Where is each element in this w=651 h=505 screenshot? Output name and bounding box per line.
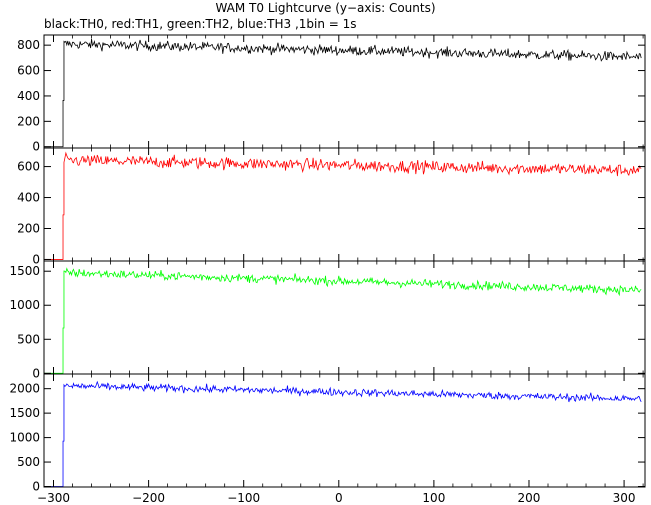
- lightcurve-th3-series-line: [44, 380, 642, 487]
- y-tick-label-th3-2000: 2000: [9, 382, 40, 396]
- y-tick-label-th2-1500: 1500: [9, 264, 40, 278]
- y-tick-label-th3-0: 0: [32, 480, 40, 494]
- lightcurve-th0-series-line: [44, 38, 642, 148]
- y-tick-label-th1-0: 0: [32, 252, 40, 266]
- y-tick-label-th1-600: 600: [17, 160, 40, 174]
- x-tick-label-200: 200: [518, 491, 541, 505]
- y-tick-label-th2-0: 0: [32, 366, 40, 380]
- x-tick-label-300: 300: [613, 491, 636, 505]
- lightcurve-th1-series-line: [44, 151, 642, 260]
- y-tick-label-th0-800: 800: [17, 38, 40, 52]
- x-tick-label--300: −300: [37, 491, 70, 505]
- panel-frame-th3: [43, 373, 646, 488]
- panel-frame-th1: [43, 147, 646, 262]
- chart-title: WAM T0 Lightcurve (y−axis: Counts): [215, 1, 436, 15]
- lightcurve-th2-series-line: [44, 267, 642, 374]
- y-tick-label-th2-500: 500: [17, 332, 40, 346]
- y-tick-label-th3-1500: 1500: [9, 406, 40, 420]
- y-tick-label-th0-400: 400: [17, 89, 40, 103]
- y-tick-label-th0-200: 200: [17, 114, 40, 128]
- y-tick-label-th0-600: 600: [17, 64, 40, 78]
- y-tick-label-th0-0: 0: [32, 140, 40, 154]
- y-tick-label-th2-1000: 1000: [9, 298, 40, 312]
- y-tick-label-th1-200: 200: [17, 221, 40, 235]
- x-tick-label-100: 100: [422, 491, 445, 505]
- x-tick-label--200: −200: [132, 491, 165, 505]
- y-tick-label-th3-1000: 1000: [9, 431, 40, 445]
- x-tick-label-0: 0: [335, 491, 343, 505]
- chart-subtitle: black:TH0, red:TH1, green:TH2, blue:TH3 …: [44, 17, 357, 31]
- y-tick-label-th3-500: 500: [17, 455, 40, 469]
- x-tick-label--100: −100: [227, 491, 260, 505]
- y-tick-label-th1-400: 400: [17, 191, 40, 205]
